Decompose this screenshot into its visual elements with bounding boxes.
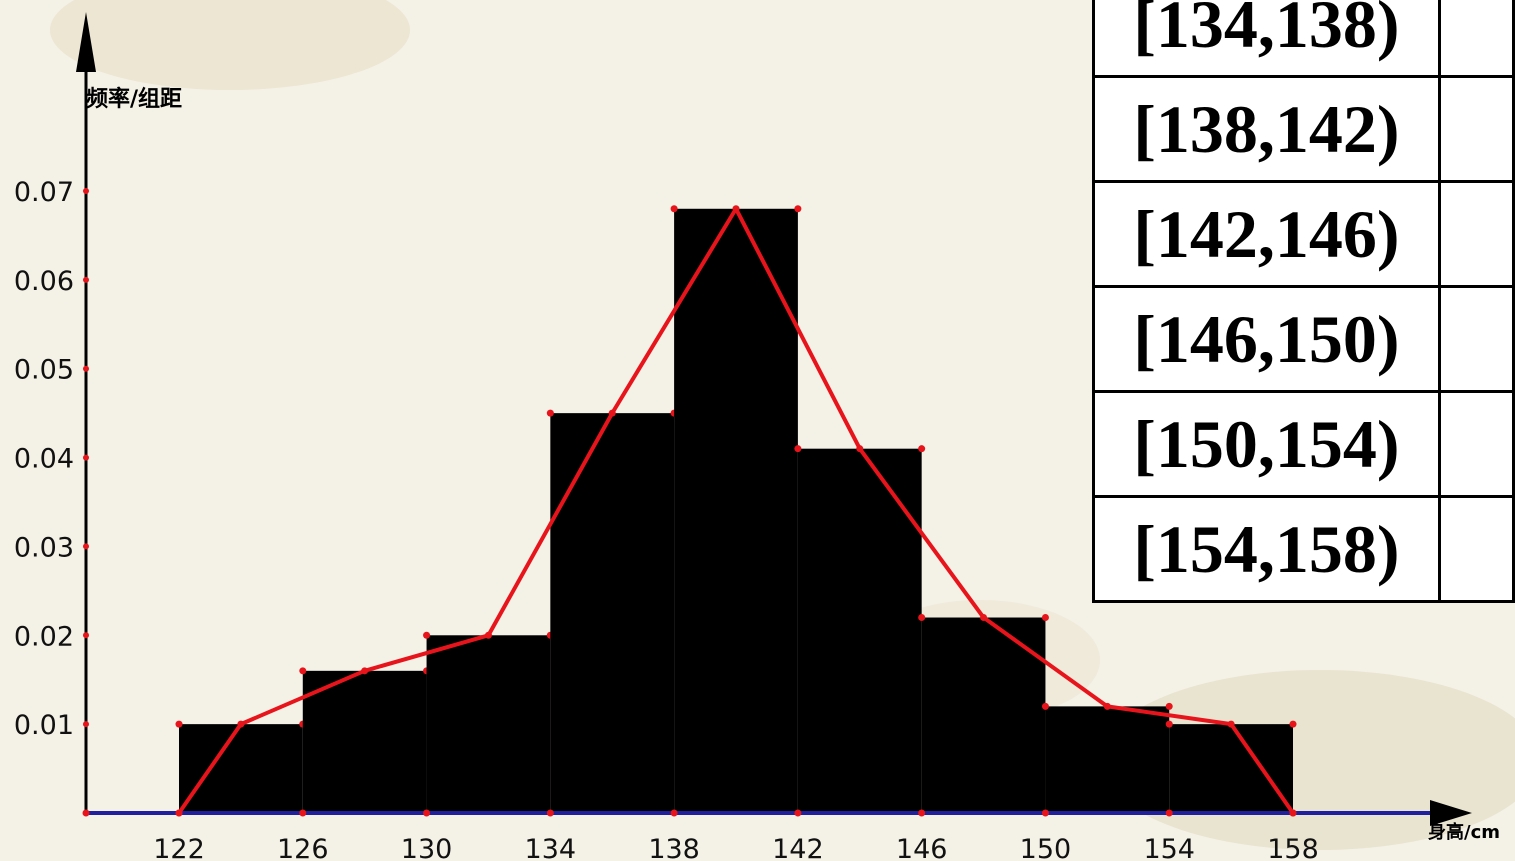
x-tick-label: 122 [153,834,205,861]
bar-corner-dot [423,631,431,639]
y-axis-dot [83,721,89,728]
x-tick-label: 158 [1267,834,1319,861]
interval-cell: [150,154) [1092,390,1441,498]
bar-corner-dot [1165,702,1173,710]
x-tick-label: 150 [1020,834,1072,861]
y-tick-label: 0.02 [14,621,74,652]
histogram-bar [1169,724,1293,813]
value-cell [1437,495,1515,603]
x-axis-dot [546,809,554,817]
interval-cell: [134,138) [1092,0,1441,78]
bar-corner-dot [1165,720,1173,728]
value-cell [1437,0,1515,78]
histogram-bar [921,617,1046,813]
interval-cell: [154,158) [1092,495,1441,603]
polygon-point [361,667,369,675]
polygon-point [1103,702,1111,710]
origin-dot [82,809,90,817]
y-axis-dot [83,188,89,194]
x-axis-arrow [1430,800,1472,826]
polygon-point [237,720,245,728]
histogram-bar [797,448,922,813]
interval-cell: [142,146) [1092,180,1441,288]
polygon-point [856,445,864,453]
x-tick-label: 126 [277,834,329,861]
y-tick-label: 0.04 [14,444,74,475]
x-axis-dot [670,809,678,817]
bar-corner-dot [1041,614,1049,622]
bar-corner-dot [1289,720,1297,728]
bar-corner-dot [1041,702,1049,710]
labels-layer: 122 126 130 134 138 142 146 150 154 158 0.01 0.02 0.… [14,177,1319,861]
bar-corner-dot [918,614,926,622]
value-cell [1437,75,1515,183]
y-axis-title: 频率/组距 [86,86,182,112]
interval-cell: [138,142) [1092,75,1441,183]
bar-corner-dot [794,205,802,213]
table-row: [142,146) [1092,180,1515,288]
polygon-point [175,809,183,817]
frequency-polygon-layer [175,205,1297,817]
y-axis-dot [83,276,89,283]
x-axis-title: 身高/cm [1428,821,1500,843]
y-axis-arrow [76,12,96,72]
histogram-bar [550,413,675,813]
y-axis-dot [83,365,89,372]
bar-corner-dot [918,445,926,453]
interval-table: [134,138) [138,142) [142,146) [146,150) [150… [1092,0,1515,603]
y-axis-dot [83,454,89,461]
y-tick-label: 0.07 [14,177,74,208]
y-axis-dot [83,632,89,639]
histogram-bar [302,670,427,813]
interval-cell: [146,150) [1092,285,1441,393]
histogram-bar [674,208,798,813]
x-tick-label: 138 [648,834,700,861]
y-tick-label: 0.01 [14,710,74,741]
value-cell [1437,390,1515,498]
x-axis-dot [918,809,926,817]
polygon-point [732,205,740,213]
polygon-point [1227,720,1235,728]
histogram-bar [1045,706,1170,813]
x-axis-dot [1165,809,1173,817]
x-axis-dot [794,809,802,817]
polygon-point [484,631,492,639]
bar-corner-dot [175,720,183,728]
x-axis-dot [423,809,431,817]
table-row: [150,154) [1092,390,1515,498]
value-cell [1437,285,1515,393]
bar-corner-dot [670,205,678,213]
bar-corner-dot [299,667,307,675]
y-tick-label: 0.06 [14,266,74,297]
polygon-point [1289,809,1297,817]
histogram-bar [179,724,303,813]
polygon-point [608,409,616,417]
table-row: [146,150) [1092,285,1515,393]
table-row: [154,158) [1092,495,1515,603]
x-tick-label: 154 [1143,834,1195,861]
polygon-point [980,614,988,622]
x-tick-label: 142 [772,834,824,861]
x-axis-dot [1041,809,1049,817]
bar-corner-dot [794,445,802,453]
table-row: [134,138) [1092,0,1515,78]
y-axis-dot [83,543,89,550]
x-tick-label: 146 [896,834,948,861]
histogram-bar [426,635,551,813]
y-tick-label: 0.03 [14,532,74,563]
x-tick-label: 130 [401,834,453,861]
y-tick-label: 0.05 [14,355,74,386]
x-tick-label: 134 [525,834,577,861]
table-row: [138,142) [1092,75,1515,183]
x-axis-dot [299,809,307,817]
bar-corner-dot [546,409,554,417]
value-cell [1437,180,1515,288]
bars-layer [175,205,1297,813]
